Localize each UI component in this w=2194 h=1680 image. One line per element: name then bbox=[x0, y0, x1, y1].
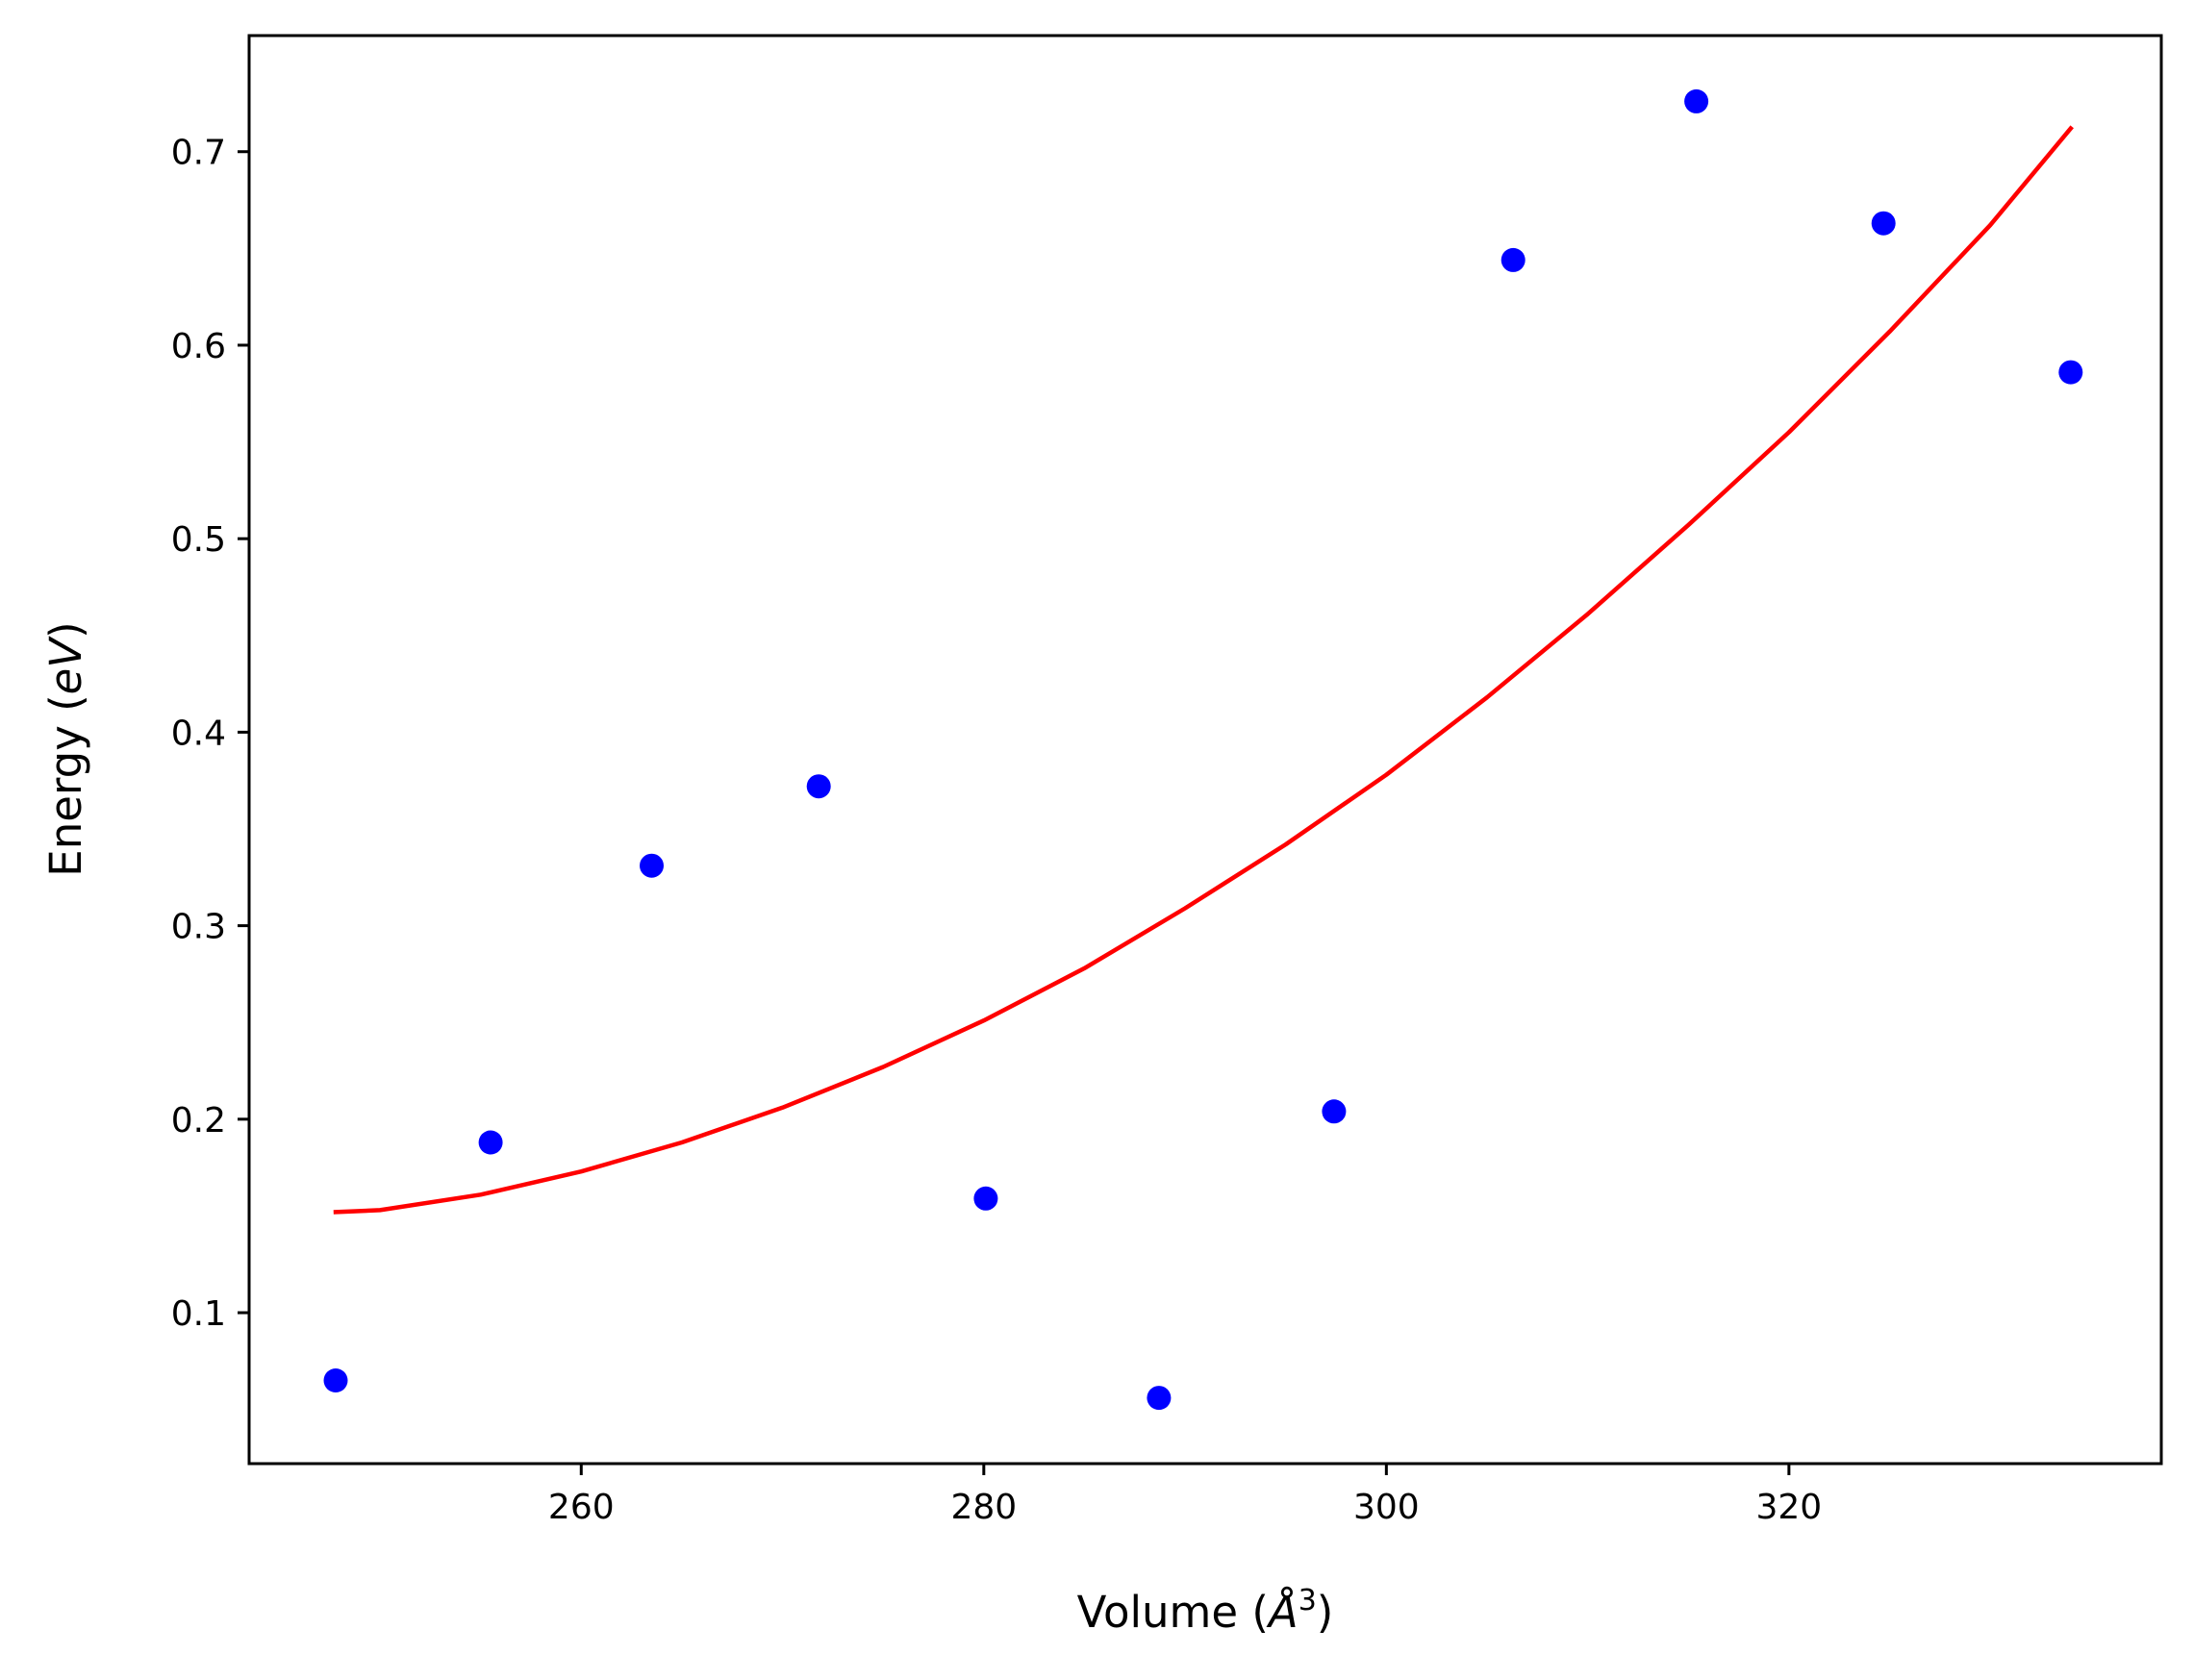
data-point bbox=[478, 1130, 503, 1155]
data-point bbox=[1500, 247, 1526, 272]
plot-frame bbox=[247, 34, 2163, 1466]
data-point bbox=[1147, 1386, 1172, 1411]
x-tick-label: 300 bbox=[1353, 1488, 1420, 1527]
x-tick-label: 260 bbox=[548, 1488, 615, 1527]
data-point bbox=[1322, 1099, 1347, 1124]
x-tick-label: 320 bbox=[1756, 1488, 1823, 1527]
data-point bbox=[323, 1368, 348, 1392]
y-axis-label: Energy (eV) bbox=[40, 621, 91, 876]
y-tick-label: 0.7 bbox=[171, 134, 226, 173]
x-axis-ticks: 260 280 300 320 bbox=[548, 1464, 1822, 1527]
y-tick-label: 0.5 bbox=[171, 520, 226, 560]
x-axis-label: Volume (Å3) bbox=[1077, 1584, 1334, 1638]
data-point bbox=[2058, 360, 2083, 385]
scatter-points-layer bbox=[323, 88, 2083, 1411]
data-point bbox=[1871, 211, 1896, 236]
y-tick-label: 0.4 bbox=[171, 714, 226, 753]
data-point bbox=[973, 1186, 998, 1211]
y-tick-label: 0.2 bbox=[171, 1101, 226, 1141]
y-tick-label: 0.1 bbox=[171, 1294, 226, 1334]
data-point bbox=[1684, 88, 1709, 113]
y-tick-label: 0.3 bbox=[171, 908, 226, 947]
fit-curve-line bbox=[333, 125, 2074, 1215]
x-tick-label: 280 bbox=[950, 1488, 1017, 1527]
data-point bbox=[806, 774, 831, 799]
y-tick-label: 0.6 bbox=[171, 327, 226, 366]
data-point bbox=[640, 853, 664, 878]
fit-curve-layer bbox=[333, 125, 2074, 1215]
y-axis-ticks: 0.1 0.2 0.3 0.4 0.5 0.6 0.7 bbox=[171, 134, 249, 1334]
